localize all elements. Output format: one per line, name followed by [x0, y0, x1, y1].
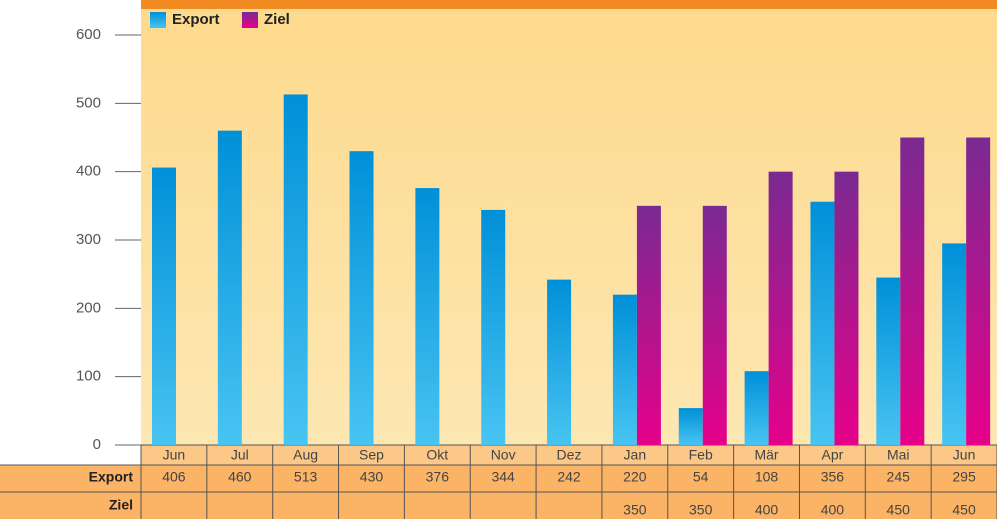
bar	[415, 188, 440, 446]
y-tick-label: 500	[76, 94, 101, 111]
x-tick-label: Okt	[426, 447, 448, 463]
table-value: 350	[623, 502, 647, 518]
x-tick-label: Jan	[624, 447, 647, 463]
bar	[636, 205, 661, 445]
bar	[152, 167, 176, 446]
bar	[702, 205, 727, 445]
bar	[481, 209, 506, 445]
table-value: 54	[693, 469, 709, 485]
top-band	[141, 0, 997, 9]
table-value: 450	[952, 502, 976, 518]
bar	[349, 151, 374, 445]
x-tick-label: Jun	[163, 447, 186, 463]
table-value: 406	[162, 469, 186, 485]
table-value: 295	[952, 469, 976, 485]
x-tick-label: Feb	[689, 447, 713, 463]
table-value: 108	[755, 469, 779, 485]
x-tick-label: Jun	[953, 447, 976, 463]
y-tick-label: 600	[76, 26, 101, 43]
table-value: 242	[557, 469, 581, 485]
table-value: 344	[491, 469, 515, 485]
bar	[678, 408, 703, 445]
x-tick-label: Nov	[491, 447, 516, 463]
bar	[834, 171, 859, 445]
table-value: 460	[228, 469, 252, 485]
legend-label: Ziel	[264, 11, 290, 28]
x-tick-label: Mär	[754, 447, 778, 463]
table-value: 513	[294, 469, 318, 485]
x-tick-label: Dez	[557, 447, 582, 463]
legend-swatch	[242, 12, 258, 28]
category-row	[141, 445, 997, 465]
x-tick-label: Jul	[231, 447, 249, 463]
bar	[612, 294, 637, 445]
bar	[966, 137, 991, 445]
bar	[217, 130, 242, 445]
table-value: 356	[821, 469, 845, 485]
table-value: 376	[426, 469, 450, 485]
y-tick-label: 0	[93, 436, 101, 453]
table-value: 400	[821, 502, 845, 518]
bar	[744, 371, 769, 445]
table-value: 220	[623, 469, 647, 485]
bar	[900, 137, 925, 445]
y-tick-label: 400	[76, 163, 101, 180]
x-tick-label: Apr	[821, 447, 843, 463]
x-tick-label: Aug	[293, 447, 318, 463]
legend-swatch	[150, 12, 166, 28]
bar	[768, 171, 793, 445]
bar	[942, 243, 967, 445]
bar	[547, 279, 572, 445]
table-value: 450	[887, 502, 911, 518]
x-tick-label: Mai	[887, 447, 910, 463]
y-tick-label: 200	[76, 299, 101, 316]
bar	[810, 201, 835, 445]
row-header: Export	[89, 469, 134, 485]
row-header: Ziel	[109, 497, 133, 513]
bar	[876, 277, 901, 445]
x-tick-label: Sep	[359, 447, 384, 463]
y-tick-label: 300	[76, 231, 101, 248]
legend-label: Export	[172, 11, 220, 28]
table-value: 245	[887, 469, 911, 485]
y-tick-label: 100	[76, 368, 101, 385]
table-value: 430	[360, 469, 384, 485]
table-value: 400	[755, 502, 779, 518]
bar	[283, 94, 308, 445]
table-value: 350	[689, 502, 713, 518]
